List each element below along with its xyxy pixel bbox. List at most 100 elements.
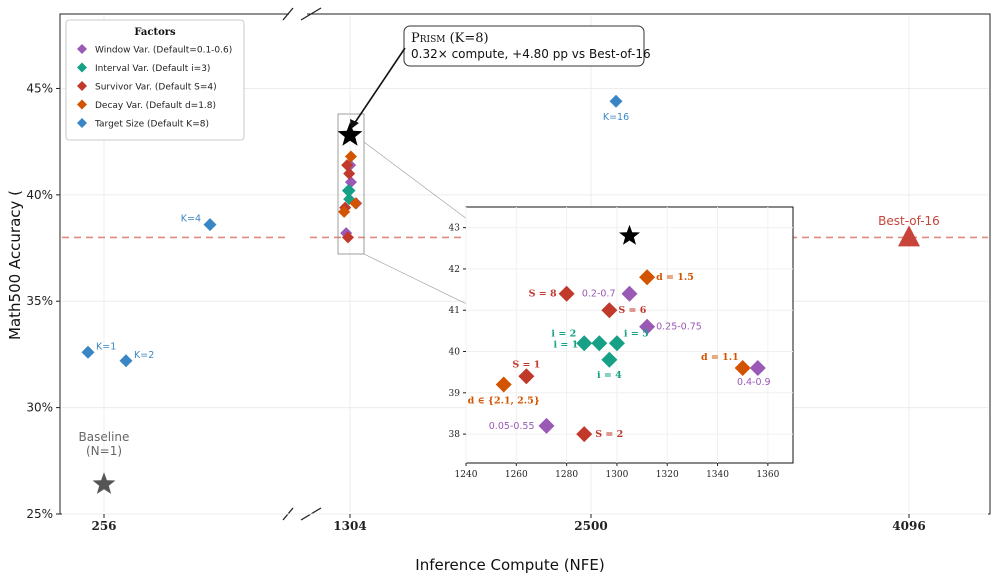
y-axis: 25% 30% 35% 40% 45%	[26, 81, 60, 521]
best-of-16-label: Best-of-16	[878, 214, 940, 228]
x-tick-label: 4096	[892, 519, 925, 533]
inset-x-tick-label: 1280	[555, 470, 578, 480]
inset-x-tick-label: 1300	[605, 470, 628, 480]
inset-x-tick-label: 1260	[505, 470, 528, 480]
inset-marker	[608, 335, 625, 352]
x-tick-label: 256	[91, 519, 116, 533]
y-axis-title: Math500 Accuracy (	[6, 190, 24, 340]
inset-y-tick-label: 41	[449, 306, 460, 316]
x-tick-label: 1304	[333, 519, 366, 533]
inset-y-tick-label: 42	[449, 265, 460, 275]
inset-point-label: d ∈ {2.1, 2.5}	[468, 396, 540, 407]
inset-y-tick-label: 38	[449, 430, 461, 440]
inset-marker	[591, 335, 608, 352]
legend-label: Decay Var. (Default d=1.8)	[95, 101, 216, 111]
legend-label: Interval Var. (Default i=3)	[95, 64, 210, 74]
inset-point-label: i = 2	[551, 328, 576, 339]
x-axis: 256 1304 2500 4096	[91, 514, 926, 533]
callout-title: Prism	[411, 31, 445, 46]
axis-break-mark	[282, 7, 294, 21]
callout-text: 0.32× compute, +4.80 pp vs Best-of-16	[411, 47, 651, 61]
legend-marker	[77, 81, 87, 91]
inset-marker	[639, 318, 656, 335]
legend-label: Survivor Var. (Default S=4)	[95, 83, 217, 93]
inset-frame	[465, 206, 794, 464]
y-tick-label: 40%	[26, 188, 53, 202]
legend-entries: Window Var. (Default=0.1-0.6) Interval Va…	[77, 44, 232, 130]
cluster-markers	[338, 150, 363, 244]
inset-marker	[734, 360, 751, 377]
inset-marker	[601, 302, 618, 319]
best-of-16-marker	[898, 225, 920, 247]
x-tick-label: 2500	[574, 519, 607, 533]
axis-break-mark	[300, 7, 322, 21]
baseline-label: Baseline	[79, 430, 130, 444]
zoom-region-box	[337, 113, 365, 255]
legend-title: Factors	[134, 27, 176, 38]
x-axis-title: Inference Compute (NFE)	[415, 556, 604, 574]
target-size-label: K=4	[181, 214, 201, 225]
callout-arrow	[353, 47, 406, 125]
inset-prism-star-marker	[619, 224, 640, 245]
cluster-marker	[343, 184, 356, 197]
legend-marker	[77, 44, 87, 54]
inset-x-tick-label: 1320	[656, 470, 679, 480]
inset-point-label: S = 6	[618, 305, 646, 316]
inset-y-tick-label: 39	[449, 389, 461, 399]
inset-marker	[601, 351, 618, 368]
inset-point-label: 0.25-0.75	[656, 322, 702, 333]
inset-marker	[576, 335, 593, 352]
legend-label: Target Size (Default K=8)	[94, 120, 209, 130]
legend-marker	[77, 62, 87, 73]
y-tick-label: 30%	[26, 401, 53, 415]
inset-point-label: 0.05-0.55	[489, 421, 535, 432]
inset-chart: 1240 1260 1280 1300 1320 1340 1360 38 39 40 41 42 43…	[449, 206, 794, 480]
target-size-marker	[81, 345, 95, 359]
inset-marker	[518, 368, 535, 385]
inset-marker	[639, 269, 656, 286]
target-size-marker	[609, 94, 623, 108]
legend-marker	[77, 118, 87, 128]
inset-marker	[495, 376, 512, 393]
inset-y-tick-label: 40	[449, 348, 461, 358]
inset-point-label: S = 2	[595, 429, 623, 440]
legend-box	[65, 19, 245, 141]
cluster-marker	[341, 159, 354, 172]
inset-point-label: d = 1.5	[656, 272, 694, 283]
baseline-star-marker	[92, 472, 116, 494]
legend: Factors Window Var. (Default=0.1-0.6) Int…	[65, 19, 245, 141]
target-size-label: K=16	[603, 112, 629, 123]
inset-x-tick-label: 1340	[706, 470, 729, 480]
target-size-label: K=1	[96, 341, 116, 352]
target-size-marker	[203, 218, 217, 232]
legend-marker	[77, 99, 87, 110]
inset-marker	[749, 360, 766, 377]
callout-box	[403, 25, 645, 67]
inset-point-label: 0.4-0.9	[737, 377, 771, 388]
callout-arrowhead	[350, 119, 359, 129]
cluster-marker	[349, 197, 362, 210]
inset-point-label: S = 1	[512, 359, 540, 370]
inset-marker	[538, 417, 555, 434]
inset-marker	[576, 426, 593, 443]
inset-point-label: i = 1	[554, 339, 579, 350]
legend-label: Window Var. (Default=0.1-0.6)	[95, 46, 232, 56]
target-size-marker	[119, 354, 133, 368]
axis-break-gap-top	[289, 8, 307, 20]
main-markers: K=1 K=2 K=4 K=16	[81, 94, 629, 368]
inset-point-label: i = 4	[597, 370, 622, 381]
callout-title-group: Prism (K=8)	[411, 31, 489, 46]
inset-point-label: d = 1.1	[701, 352, 739, 363]
inset-axes: 1240 1260 1280 1300 1320 1340 1360 38 39 40 41 42 43	[449, 224, 780, 480]
y-tick-label: 35%	[26, 294, 53, 308]
inset-marker	[558, 285, 575, 302]
cluster-marker	[343, 167, 356, 180]
inset-y-tick-label: 43	[449, 224, 461, 234]
target-size-label: K=2	[134, 350, 154, 361]
callout-title-suffix: (K=8)	[445, 31, 488, 46]
inset-marker	[621, 285, 638, 302]
y-tick-label: 45%	[26, 81, 53, 95]
cluster-marker	[338, 205, 351, 218]
inset-point-label: i = 5	[624, 328, 649, 339]
